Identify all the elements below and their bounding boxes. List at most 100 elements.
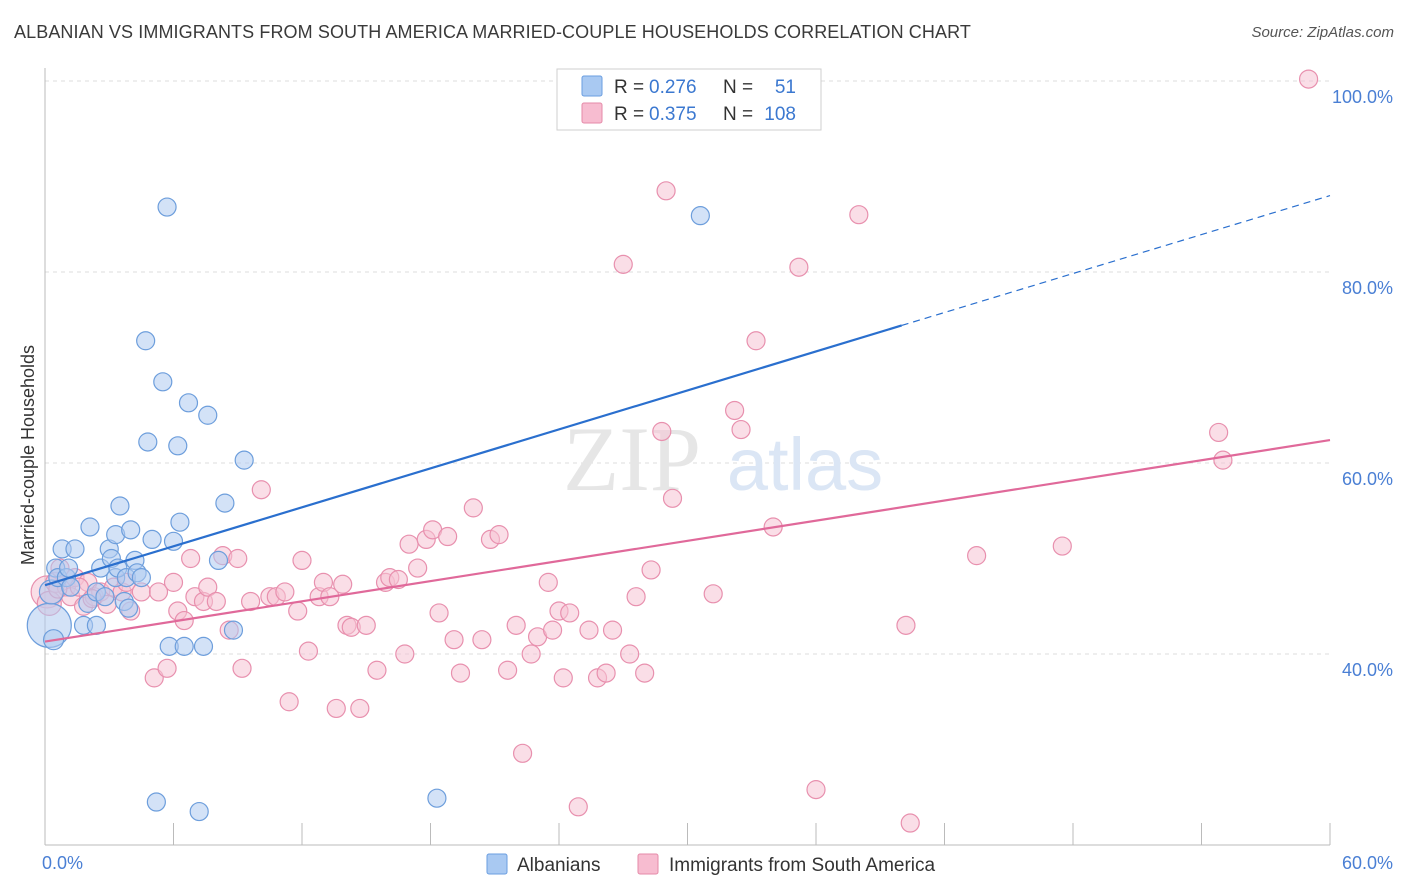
trend-line-albanians xyxy=(44,324,902,587)
point-immigrants xyxy=(542,620,563,640)
stats-n-label-pink: N = xyxy=(723,104,753,125)
point-immigrants xyxy=(472,630,492,650)
legend-swatch-immigrants xyxy=(637,853,659,875)
point-albanians xyxy=(136,331,156,351)
point-immigrants xyxy=(241,591,261,612)
point-immigrants xyxy=(703,584,723,604)
point-immigrants xyxy=(395,644,415,664)
point-immigrants xyxy=(579,620,599,640)
point-albanians xyxy=(223,620,244,640)
point-immigrants xyxy=(163,572,184,592)
series-albanians-points xyxy=(26,197,710,822)
point-immigrants xyxy=(506,615,526,635)
point-immigrants xyxy=(641,560,661,580)
stats-n-label-blue: N = xyxy=(723,77,753,98)
point-immigrants xyxy=(626,587,646,607)
point-immigrants xyxy=(298,641,319,661)
point-albanians xyxy=(146,792,166,812)
point-albanians xyxy=(138,432,158,452)
point-immigrants xyxy=(388,569,408,590)
point-immigrants xyxy=(350,698,370,719)
point-immigrants xyxy=(725,400,745,421)
point-immigrants xyxy=(538,572,558,592)
point-immigrants xyxy=(408,558,428,578)
x-tick-label-min: 0.0% xyxy=(42,853,83,873)
point-immigrants xyxy=(144,668,164,688)
point-albanians xyxy=(427,788,447,808)
y-tick-label: 60.0% xyxy=(1342,469,1393,489)
point-albanians xyxy=(95,587,115,607)
series-legend: Albanians Immigrants from South America xyxy=(486,853,936,876)
point-immigrants xyxy=(602,620,623,640)
point-immigrants xyxy=(746,331,766,351)
point-albanians xyxy=(131,567,151,588)
point-immigrants xyxy=(553,668,573,688)
point-albanians xyxy=(234,450,254,470)
stats-r-value-blue: 0.276 xyxy=(649,77,697,98)
point-immigrants xyxy=(438,526,458,547)
point-immigrants xyxy=(498,660,518,680)
watermark: ZIP atlas xyxy=(563,408,883,510)
point-albanians xyxy=(215,493,235,513)
point-immigrants xyxy=(356,615,376,635)
point-albanians xyxy=(157,197,177,217)
source-credit: Source: ZipAtlas.com xyxy=(1251,24,1394,41)
point-immigrants xyxy=(444,630,464,650)
point-immigrants xyxy=(450,663,471,683)
point-immigrants xyxy=(489,525,509,545)
stats-swatch-pink xyxy=(581,102,603,124)
point-immigrants xyxy=(568,797,588,817)
point-albanians xyxy=(189,801,209,822)
trend-line-immigrants xyxy=(44,438,1331,643)
point-immigrants xyxy=(228,548,248,569)
y-tick-label: 100.0% xyxy=(1332,87,1393,107)
point-immigrants xyxy=(251,480,271,500)
point-immigrants xyxy=(662,488,683,508)
point-immigrants xyxy=(806,780,826,800)
stats-n-value-pink: 108 xyxy=(764,104,796,125)
point-immigrants xyxy=(232,658,252,678)
y-tick-label: 80.0% xyxy=(1342,278,1393,298)
point-immigrants xyxy=(326,698,346,719)
point-immigrants xyxy=(900,813,920,833)
chart-title: ALBANIAN VS IMMIGRANTS FROM SOUTH AMERIC… xyxy=(14,22,971,42)
point-albanians xyxy=(110,496,130,516)
legend-swatch-albanians xyxy=(486,853,508,875)
point-immigrants xyxy=(148,582,169,602)
stats-swatch-blue xyxy=(581,75,603,97)
point-immigrants xyxy=(429,603,449,623)
point-immigrants xyxy=(1052,536,1072,556)
point-immigrants xyxy=(333,574,353,594)
point-immigrants xyxy=(731,419,751,440)
point-albanians xyxy=(142,529,162,550)
point-immigrants xyxy=(620,644,640,664)
point-immigrants xyxy=(635,663,655,683)
point-immigrants xyxy=(279,692,299,712)
point-albanians xyxy=(690,206,710,226)
point-immigrants xyxy=(198,577,218,597)
point-albanians xyxy=(168,436,188,456)
point-immigrants xyxy=(275,582,295,602)
point-immigrants xyxy=(656,181,676,201)
point-immigrants xyxy=(560,603,580,623)
point-immigrants xyxy=(1298,69,1319,89)
point-immigrants xyxy=(521,644,541,664)
point-immigrants xyxy=(1213,450,1233,470)
axes xyxy=(44,68,1331,846)
trend-extension-albanians xyxy=(901,195,1331,327)
stats-r-label-blue: R = xyxy=(614,77,644,98)
point-immigrants xyxy=(288,601,308,621)
legend-label-albanians: Albanians xyxy=(517,855,600,876)
stats-legend: R = 0.276 N = 51 R = 0.375 N = 108 xyxy=(556,68,822,131)
point-albanians xyxy=(170,512,190,532)
point-albanians xyxy=(208,550,229,571)
tick-labels: 100.0% 80.0% 60.0% 40.0% 0.0% 60.0% xyxy=(42,87,1393,873)
point-albanians xyxy=(174,636,194,656)
point-albanians xyxy=(65,539,85,559)
point-immigrants xyxy=(367,660,387,680)
point-immigrants xyxy=(789,257,809,277)
point-immigrants xyxy=(967,546,987,566)
point-albanians xyxy=(121,520,141,540)
point-immigrants xyxy=(849,205,869,225)
point-albanians xyxy=(178,393,199,413)
